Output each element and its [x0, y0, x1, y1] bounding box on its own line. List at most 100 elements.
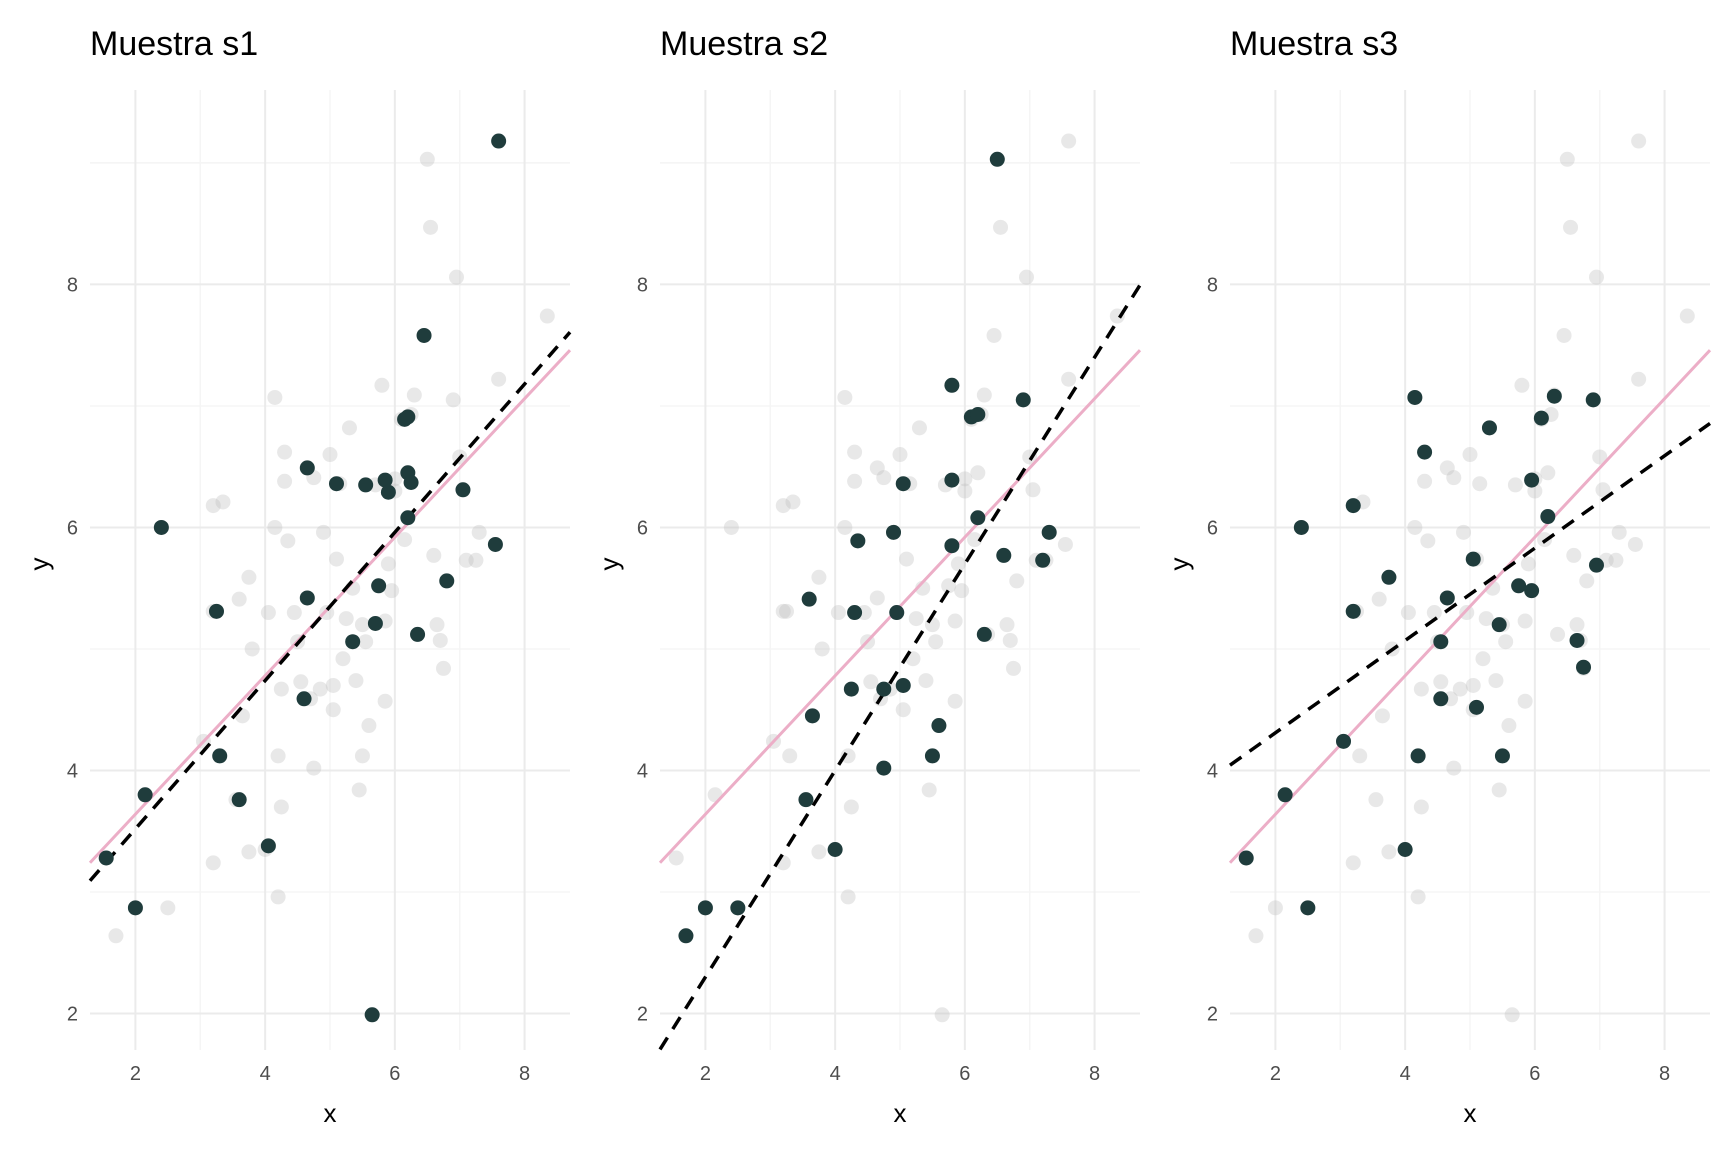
sample-point — [976, 626, 992, 642]
y-axis-title: y — [1164, 558, 1194, 571]
population-point — [1472, 476, 1488, 492]
population-point — [811, 844, 827, 860]
population-point — [397, 532, 413, 548]
x-tick-label: 6 — [1529, 1063, 1540, 1085]
population-point — [840, 889, 856, 905]
sample-point — [1381, 569, 1397, 585]
population-point — [847, 444, 863, 460]
x-tick-label: 8 — [1659, 1063, 1670, 1085]
sample-point — [1345, 603, 1361, 619]
x-tick-label: 2 — [130, 1063, 141, 1085]
sample-point — [296, 691, 312, 707]
population-point — [1498, 634, 1514, 650]
population-point — [785, 494, 801, 510]
sample-point — [730, 900, 746, 916]
population-point — [277, 444, 293, 460]
sample-point — [1433, 634, 1449, 650]
sample-point — [403, 475, 419, 491]
population-point — [1371, 591, 1387, 607]
population-point — [1517, 693, 1533, 709]
population-point — [830, 605, 846, 621]
sample-point — [924, 748, 940, 764]
population-point — [782, 748, 798, 764]
sample-point — [491, 133, 507, 149]
sample-point — [377, 472, 393, 488]
sample-point — [1569, 632, 1585, 648]
population-point — [286, 605, 302, 621]
population-point — [947, 693, 963, 709]
population-point — [231, 591, 247, 607]
population-point — [1462, 447, 1478, 463]
population-point — [957, 471, 973, 487]
population-point — [436, 660, 452, 676]
sample-point — [847, 605, 863, 621]
sample-point — [400, 510, 416, 526]
population-point — [280, 533, 296, 549]
population-point — [432, 632, 448, 648]
population-point — [1002, 632, 1018, 648]
sample-point — [328, 476, 344, 492]
population-point — [1446, 760, 1462, 776]
population-point — [928, 634, 944, 650]
sample-point — [895, 677, 911, 693]
population-point — [876, 470, 892, 486]
population-point — [270, 748, 286, 764]
population-point — [241, 844, 257, 860]
sample-point — [944, 538, 960, 554]
population-point — [934, 1007, 950, 1023]
population-point — [723, 519, 739, 535]
population-point — [895, 702, 911, 718]
population-point — [316, 524, 332, 540]
population-point — [967, 532, 983, 548]
population-point — [205, 498, 221, 514]
population-regression-line — [1228, 349, 1712, 864]
facet-panel-s2: 2 4 6 8 2 4 6 8 Muestra s2 x y — [594, 25, 1142, 1128]
sample-point — [931, 718, 947, 734]
y-tick-label: 4 — [1207, 761, 1218, 783]
y-tick-label: 8 — [637, 274, 648, 296]
population-point — [908, 611, 924, 627]
population-point — [847, 473, 863, 489]
x-tick-label: 6 — [389, 1063, 400, 1085]
population-point — [277, 473, 293, 489]
sample-point — [153, 519, 169, 535]
population-point — [1009, 573, 1025, 589]
population-point — [957, 483, 973, 499]
sample-point — [364, 1007, 380, 1023]
population-point — [539, 308, 555, 324]
population-point — [1413, 681, 1429, 697]
sample-point — [1417, 444, 1433, 460]
sample-point — [410, 626, 426, 642]
population-point — [448, 269, 464, 285]
sample-point — [801, 591, 817, 607]
sample-point — [380, 484, 396, 500]
population-point — [1267, 900, 1283, 916]
population-point — [863, 674, 879, 690]
x-axis-title: x — [324, 1098, 337, 1128]
population-point — [1588, 269, 1604, 285]
sample-point — [1491, 617, 1507, 633]
x-tick-label: 2 — [700, 1063, 711, 1085]
population-point — [898, 551, 914, 567]
population-point — [322, 447, 338, 463]
x-tick-label: 8 — [519, 1063, 530, 1085]
sample-point — [1293, 519, 1309, 535]
population-point — [1608, 552, 1624, 568]
population-point — [837, 519, 853, 535]
sample-point — [98, 850, 114, 866]
population-point — [1679, 308, 1695, 324]
sample-point — [1015, 392, 1031, 408]
population-point — [1507, 477, 1523, 493]
panel-title: Muestra s3 — [1230, 25, 1398, 63]
population-point — [1057, 536, 1073, 552]
sample-regression-line — [88, 331, 572, 882]
sample-point — [1277, 787, 1293, 803]
sample-point — [996, 547, 1012, 563]
sample-point — [1533, 410, 1549, 426]
sample-point — [208, 603, 224, 619]
sample-point — [137, 787, 153, 803]
population-point — [947, 613, 963, 629]
population-point — [325, 677, 341, 693]
facet-panel-s1: 2 4 6 8 2 4 6 8 Muestra s1 x y — [24, 25, 572, 1128]
